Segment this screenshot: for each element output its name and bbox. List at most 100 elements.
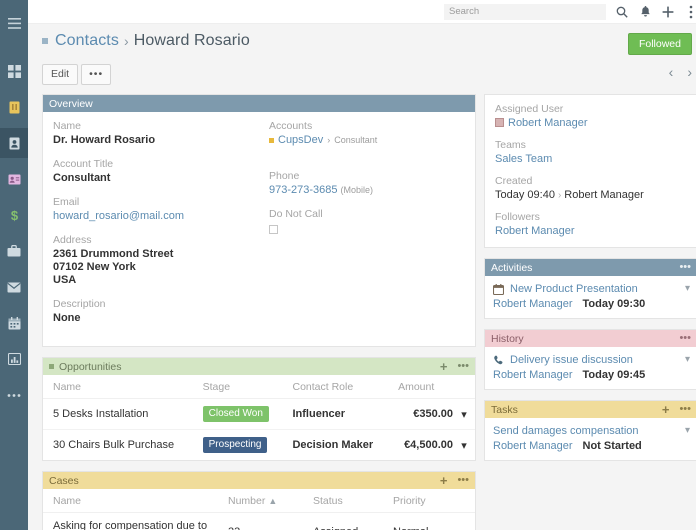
column-case-status[interactable]: Status bbox=[303, 489, 383, 513]
ellipsis-icon bbox=[7, 393, 21, 398]
main-region: Contacts › Howard Rosario Followed Edit … bbox=[28, 0, 696, 530]
add-case-button[interactable]: + bbox=[439, 473, 448, 488]
status-badge: Prospecting bbox=[202, 437, 268, 453]
sidebar-item-contacts[interactable] bbox=[0, 128, 28, 158]
opp-name[interactable]: 5 Desks Installation bbox=[43, 398, 193, 430]
search-input[interactable] bbox=[444, 3, 606, 20]
created-by-link[interactable]: Robert Manager bbox=[564, 189, 644, 201]
sort-ascending-icon: ▲ bbox=[268, 496, 278, 506]
sidebar-item-dashboard[interactable] bbox=[0, 56, 28, 86]
opp-name[interactable]: 30 Chairs Bulk Purchase bbox=[53, 439, 175, 451]
column-opp-role[interactable]: Contact Role bbox=[282, 375, 389, 399]
row-menu-button[interactable]: ▾ bbox=[459, 398, 475, 430]
opp-role: Influencer bbox=[282, 398, 389, 430]
kebab-icon[interactable] bbox=[684, 4, 696, 20]
field-teams: Teams Sales Team bbox=[495, 139, 687, 166]
account-link[interactable]: CupsDev bbox=[278, 134, 324, 146]
sidebar-item-emails[interactable] bbox=[0, 272, 28, 302]
do-not-call-checkbox[interactable] bbox=[269, 225, 278, 234]
cases-panel-header: Cases + ••• bbox=[43, 472, 475, 489]
followers-value[interactable]: Robert Manager bbox=[495, 225, 575, 237]
opportunities-panel-title: Opportunities bbox=[59, 360, 122, 373]
task-owner[interactable]: Robert Manager bbox=[493, 440, 573, 452]
followed-button[interactable]: Followed bbox=[627, 33, 692, 55]
history-title[interactable]: Delivery issue discussion bbox=[510, 354, 633, 366]
history-panel-title: History bbox=[491, 332, 524, 345]
sidebar-item-reports[interactable] bbox=[0, 344, 28, 374]
add-opportunity-button[interactable]: + bbox=[439, 359, 448, 374]
tasks-menu-button[interactable]: ••• bbox=[679, 403, 691, 415]
task-title-row[interactable]: Send damages compensation bbox=[493, 425, 689, 437]
breadcrumb-parent-link[interactable]: Contacts bbox=[55, 32, 119, 49]
field-accounts: Accounts CupsDev › Consultant bbox=[269, 120, 465, 146]
overview-panel-title: Overview bbox=[49, 97, 93, 110]
tasks-panel-header: Tasks + ••• bbox=[485, 401, 696, 418]
field-email-label: Email bbox=[53, 196, 80, 208]
table-row: 30 Chairs Bulk Purchase Prospecting Deci… bbox=[43, 430, 475, 461]
case-name[interactable]: Asking for compensation due to da... bbox=[43, 512, 218, 530]
next-record-button[interactable]: › bbox=[687, 64, 692, 80]
sidebar-item-documents[interactable] bbox=[0, 92, 28, 122]
column-case-name[interactable]: Name bbox=[43, 489, 218, 513]
column-opp-stage[interactable]: Stage bbox=[192, 375, 283, 399]
column-case-priority[interactable]: Priority bbox=[383, 489, 459, 513]
row-menu-button[interactable]: ▾ bbox=[684, 283, 690, 294]
opp-amount: €350.00 bbox=[388, 398, 459, 430]
history-owner[interactable]: Robert Manager bbox=[493, 369, 573, 381]
cases-menu-button[interactable]: ••• bbox=[457, 474, 469, 486]
task-meta: Robert Manager Not Started bbox=[493, 440, 689, 452]
overview-fields: Name Dr. Howard Rosario Account Title Co… bbox=[43, 112, 475, 346]
row-menu-button[interactable]: ▾ bbox=[461, 439, 467, 452]
phone-number[interactable]: 973-273-3685 bbox=[269, 184, 338, 196]
activity-owner[interactable]: Robert Manager bbox=[493, 298, 573, 310]
column-case-number[interactable]: Number ▲ bbox=[218, 489, 303, 513]
teams-value[interactable]: Sales Team bbox=[495, 153, 553, 165]
assigned-user-name[interactable]: Robert Manager bbox=[508, 117, 588, 129]
field-description: Description None bbox=[53, 298, 249, 325]
field-do-not-call: Do Not Call bbox=[269, 208, 465, 237]
record-more-button[interactable]: ••• bbox=[81, 63, 112, 85]
column-opp-amount[interactable]: Amount bbox=[388, 375, 459, 399]
bell-icon[interactable] bbox=[638, 4, 652, 20]
assigned-user-value[interactable]: Robert Manager bbox=[495, 117, 687, 130]
row-menu-button[interactable]: ▾ bbox=[684, 354, 690, 365]
column-opp-name[interactable]: Name bbox=[43, 375, 193, 399]
search-icon[interactable] bbox=[615, 4, 629, 20]
opportunities-menu-button[interactable]: ••• bbox=[457, 360, 469, 372]
field-phone-value[interactable]: 973-273-3685 (Mobile) bbox=[269, 184, 465, 197]
history-title-row[interactable]: Delivery issue discussion bbox=[493, 354, 689, 366]
menu-toggle-button[interactable] bbox=[0, 8, 28, 38]
field-email-value[interactable]: howard_rosario@mail.com bbox=[53, 210, 184, 222]
task-title[interactable]: Send damages compensation bbox=[493, 425, 639, 437]
field-address: Address 2361 Drummond Street 07102 New Y… bbox=[53, 234, 249, 287]
activities-menu-button[interactable]: ••• bbox=[679, 261, 691, 273]
edit-button[interactable]: Edit bbox=[42, 63, 79, 85]
history-meta: Robert Manager Today 09:45 bbox=[493, 369, 689, 381]
field-name-value: Dr. Howard Rosario bbox=[53, 134, 156, 146]
breadcrumb: Contacts › Howard Rosario bbox=[42, 32, 692, 50]
table-row: Asking for compensation due to da... 33 … bbox=[43, 512, 475, 530]
field-email: Email howard_rosario@mail.com bbox=[53, 196, 249, 223]
row-menu-button[interactable]: ▾ bbox=[459, 512, 475, 530]
sidebar-item-leads[interactable] bbox=[0, 164, 28, 194]
field-address-label: Address bbox=[53, 234, 92, 246]
field-description-value: None bbox=[53, 312, 81, 324]
field-accounts-label: Accounts bbox=[269, 120, 313, 132]
sidebar-item-accounts[interactable] bbox=[0, 236, 28, 266]
sidebar-item-more[interactable] bbox=[0, 380, 28, 410]
cases-table: Name Number ▲ Status Priority bbox=[43, 489, 475, 530]
created-label: Created bbox=[495, 175, 533, 187]
activity-title-row[interactable]: New Product Presentation bbox=[492, 283, 689, 295]
created-value: Today 09:40 › Robert Manager bbox=[495, 189, 687, 202]
tasks-panel-title: Tasks bbox=[491, 403, 518, 416]
prev-record-button[interactable]: ‹ bbox=[668, 64, 674, 80]
column-case-number-label: Number bbox=[228, 495, 266, 507]
created-timestamp: Today 09:40 bbox=[495, 189, 555, 201]
sidebar-item-calendar[interactable] bbox=[0, 308, 28, 338]
sidebar-item-opportunities[interactable]: $ bbox=[0, 200, 28, 230]
add-task-button[interactable]: + bbox=[661, 402, 670, 417]
history-menu-button[interactable]: ••• bbox=[679, 332, 691, 344]
activity-title[interactable]: New Product Presentation bbox=[510, 283, 638, 295]
row-menu-button[interactable]: ▾ bbox=[684, 425, 690, 436]
plus-icon[interactable] bbox=[661, 4, 675, 20]
